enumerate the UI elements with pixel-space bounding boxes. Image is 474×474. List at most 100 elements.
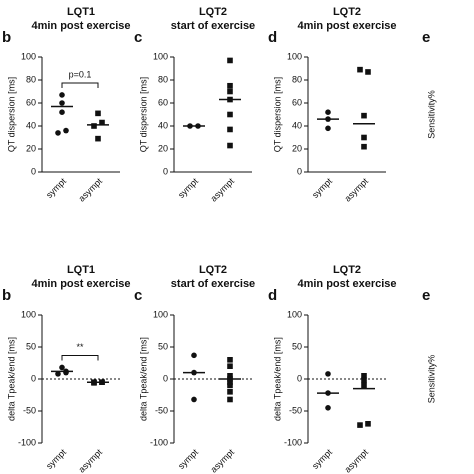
data-point	[191, 396, 197, 403]
y-tick-label: 0	[163, 166, 168, 176]
y-tick-label: 40	[158, 120, 168, 130]
y-tick-label: -50	[23, 405, 36, 415]
y-tick-label: 40	[292, 120, 302, 130]
data-point	[357, 422, 363, 428]
data-point	[227, 111, 233, 118]
data-point	[227, 88, 233, 95]
y-axis-label: QT dispersion [ms]	[138, 77, 148, 152]
data-point	[361, 134, 367, 141]
y-tick-label: -100	[150, 437, 168, 447]
y-tick-label: 40	[26, 120, 36, 130]
x-tick-label: sympt	[310, 447, 334, 471]
data-point	[59, 364, 65, 371]
panel-label: b	[2, 287, 11, 304]
panel-label: d	[268, 287, 277, 304]
panel-subtitle: 4min post exercise	[31, 20, 130, 32]
data-point	[361, 377, 367, 384]
data-point	[357, 66, 363, 73]
data-point	[227, 126, 233, 133]
data-point	[59, 109, 65, 115]
data-point	[59, 92, 65, 98]
data-point	[227, 389, 233, 395]
y-tick-label: 50	[292, 341, 302, 351]
panel-title: LQT2	[199, 6, 227, 18]
y-tick-label: 20	[292, 143, 302, 153]
y-tick-label: 0	[31, 166, 36, 176]
y-tick-label: 60	[26, 97, 36, 107]
y-tick-label: -50	[155, 405, 168, 415]
panel-subtitle: 4min post exercise	[297, 278, 396, 290]
data-point	[361, 112, 367, 119]
data-point	[91, 123, 97, 129]
y-tick-label: 100	[153, 51, 168, 61]
data-point	[365, 69, 371, 75]
y-tick-label: 60	[292, 97, 302, 107]
data-point	[63, 127, 69, 134]
panel-label: b	[2, 29, 11, 46]
y-tick-label: 80	[158, 74, 168, 84]
panel-title: LQT2	[199, 264, 227, 276]
data-point	[325, 125, 331, 132]
x-tick-label: asympt	[77, 447, 105, 474]
panel-title: LQT2	[333, 264, 361, 276]
panel-subtitle: start of exercise	[171, 20, 255, 32]
panel-title: LQT2	[333, 6, 361, 18]
y-tick-label: -100	[284, 437, 302, 447]
panel-title: LQT1	[67, 6, 95, 18]
y-tick-label: 100	[21, 51, 36, 61]
y-tick-label: -50	[289, 405, 302, 415]
x-tick-label: asympt	[343, 176, 371, 204]
data-point	[227, 82, 233, 89]
significance-bracket	[61, 82, 99, 88]
data-point	[99, 119, 105, 126]
y-tick-label: 0	[163, 373, 168, 383]
data-point	[191, 352, 197, 359]
y-axis-label: delta Tpeak/end [ms]	[138, 337, 148, 421]
y-tick-label: 20	[158, 143, 168, 153]
data-point	[227, 382, 233, 389]
x-tick-label: asympt	[77, 176, 105, 204]
y-tick-label: 20	[26, 143, 36, 153]
data-point	[325, 109, 331, 115]
panel-label: e	[422, 287, 430, 304]
y-tick-label: 0	[31, 373, 36, 383]
data-point	[325, 405, 331, 411]
data-point	[95, 110, 101, 117]
x-tick-label: sympt	[44, 176, 68, 200]
data-point	[361, 143, 367, 150]
y-tick-label: 80	[292, 74, 302, 84]
data-point	[95, 135, 101, 142]
data-point	[227, 142, 233, 149]
y-tick-label: 100	[153, 309, 168, 319]
x-tick-label: asympt	[343, 447, 371, 474]
data-point	[55, 371, 61, 377]
y-tick-label: 100	[287, 309, 302, 319]
x-tick-label: asympt	[209, 447, 237, 474]
x-tick-label: sympt	[176, 176, 200, 200]
y-tick-label: 50	[158, 341, 168, 351]
y-axis-label: delta Tpeak/end [ms]	[272, 337, 282, 421]
y-axis-label: delta Tpeak/end [ms]	[6, 337, 16, 421]
x-tick-label: sympt	[176, 447, 200, 471]
x-tick-label: sympt	[310, 176, 334, 200]
data-point	[361, 373, 367, 379]
panel-title: LQT1	[67, 264, 95, 276]
y-axis-label: Sensitivity%	[426, 355, 436, 404]
y-tick-label: 100	[287, 51, 302, 61]
data-point	[227, 57, 233, 64]
x-tick-label: asympt	[209, 176, 237, 204]
y-tick-label: 0	[297, 373, 302, 383]
y-tick-label: 0	[297, 166, 302, 176]
y-axis-label: QT dispersion [ms]	[6, 77, 16, 152]
y-tick-label: 60	[158, 97, 168, 107]
panel-subtitle: 4min post exercise	[31, 278, 130, 290]
y-tick-label: 100	[21, 309, 36, 319]
panel-label: d	[268, 29, 277, 46]
annotation: p=0.1	[69, 69, 92, 79]
data-point	[365, 421, 371, 427]
significance-bracket	[61, 354, 99, 361]
y-tick-label: 50	[26, 341, 36, 351]
data-point	[227, 363, 233, 369]
annotation: **	[76, 342, 84, 352]
